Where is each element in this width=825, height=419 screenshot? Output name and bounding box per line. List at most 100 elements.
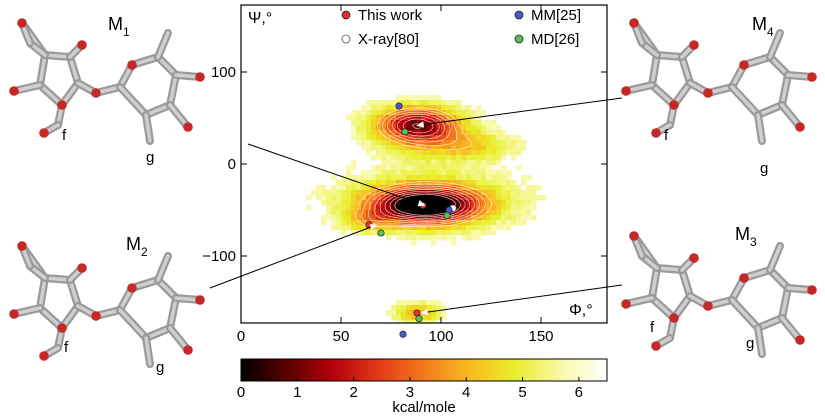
heatmap-cell	[401, 205, 407, 211]
heatmap-cell	[511, 180, 517, 186]
y-tick-label: 0	[228, 156, 236, 173]
heatmap-cell	[476, 200, 482, 206]
heatmap-cell	[421, 140, 427, 146]
heatmap-cell	[381, 145, 387, 151]
heatmap-cell	[356, 200, 362, 206]
heatmap-cell	[351, 230, 357, 236]
heatmap-cell	[501, 135, 507, 141]
heatmap-cell	[406, 160, 412, 166]
heatmap-cell	[411, 175, 417, 181]
heatmap-cell	[441, 215, 447, 221]
heatmap-cell	[326, 205, 332, 211]
heatmap-cell	[386, 115, 392, 121]
heatmap-cell	[351, 130, 357, 136]
heatmap-cell	[431, 315, 437, 321]
heatmap-cell	[501, 180, 507, 186]
heatmap-cell	[511, 195, 517, 201]
heatmap-cell	[386, 175, 392, 181]
heatmap-cell	[406, 130, 412, 136]
heatmap-cell	[506, 225, 512, 231]
heatmap-cell	[436, 300, 442, 306]
legend-marker	[341, 10, 351, 20]
heatmap-cell	[431, 165, 437, 171]
heatmap-cell	[396, 225, 402, 231]
heatmap-cell	[481, 170, 487, 176]
heatmap-cell	[351, 135, 357, 141]
heatmap-cell	[371, 220, 377, 226]
heatmap-cell	[491, 215, 497, 221]
heatmap-cell	[426, 140, 432, 146]
heatmap-cell	[411, 115, 417, 121]
heatmap-cell	[381, 150, 387, 156]
heatmap-cell	[516, 215, 522, 221]
heatmap-cell	[406, 145, 412, 151]
heatmap-cell	[446, 175, 452, 181]
heatmap-cell	[466, 160, 472, 166]
heatmap-cell	[391, 125, 397, 131]
molecule-m4	[621, 18, 817, 145]
heatmap-cell	[346, 195, 352, 201]
heatmap-cell	[391, 145, 397, 151]
heatmap-cell	[451, 175, 457, 181]
heatmap-cell	[431, 225, 437, 231]
heatmap-cell	[411, 170, 417, 176]
heatmap-cell	[396, 315, 402, 321]
heatmap-cell	[426, 175, 432, 181]
heatmap-cell	[426, 235, 432, 241]
heatmap-cell	[466, 110, 472, 116]
heatmap-cell	[386, 100, 392, 106]
heatmap-cell	[416, 190, 422, 196]
heatmap-cell	[446, 170, 452, 176]
heatmap-cell	[341, 180, 347, 186]
heatmap-cell	[456, 140, 462, 146]
heatmap-cell	[356, 190, 362, 196]
heatmap-cell	[416, 150, 422, 156]
oxygen-atom	[629, 231, 639, 241]
heatmap-cell	[401, 115, 407, 121]
heatmap-cell	[391, 130, 397, 136]
x-tick-label: 0	[237, 328, 245, 345]
heatmap-cell	[486, 140, 492, 146]
heatmap-cell	[526, 210, 532, 216]
heatmap-cell	[426, 205, 432, 211]
heatmap-cell	[406, 205, 412, 211]
bond-highlight	[38, 306, 64, 330]
heatmap-cell	[396, 175, 402, 181]
oxygen-atom	[689, 253, 699, 263]
heatmap-cell	[526, 205, 532, 211]
heatmap-cell	[441, 205, 447, 211]
heatmap-cell	[436, 150, 442, 156]
heatmap-cell	[436, 105, 442, 111]
heatmap-cell	[391, 165, 397, 171]
heatmap-cell	[431, 235, 437, 241]
heatmap-cell	[416, 220, 422, 226]
heatmap-cell	[336, 225, 342, 231]
heatmap-cell	[441, 225, 447, 231]
heatmap-cell	[441, 200, 447, 206]
heatmap-cell	[356, 140, 362, 146]
heatmap-cell	[371, 115, 377, 121]
bond-highlight	[156, 278, 178, 300]
contour-line	[367, 111, 480, 224]
heatmap-cell	[421, 175, 427, 181]
heatmap-cell	[396, 145, 402, 151]
heatmap-cell	[441, 230, 447, 236]
heatmap-cell	[381, 125, 387, 131]
heatmap-cell	[436, 140, 442, 146]
heatmap-cell	[516, 165, 522, 171]
heatmap-cell	[506, 150, 512, 156]
heatmap-cell	[496, 225, 502, 231]
heatmap-cell	[491, 175, 497, 181]
heatmap-cell	[491, 160, 497, 166]
heatmap-cell	[441, 310, 447, 316]
heatmap-cell	[336, 215, 342, 221]
heatmap-cell	[511, 190, 517, 196]
heatmap-cell	[361, 105, 367, 111]
bond-highlight	[118, 308, 148, 340]
heatmap-cell	[411, 110, 417, 116]
heatmap-cell	[436, 95, 442, 101]
heatmap-cell	[406, 210, 412, 216]
legend-label: X-ray[80]	[358, 31, 419, 48]
heatmap-cell	[381, 155, 387, 161]
heatmap-cell	[341, 220, 347, 226]
